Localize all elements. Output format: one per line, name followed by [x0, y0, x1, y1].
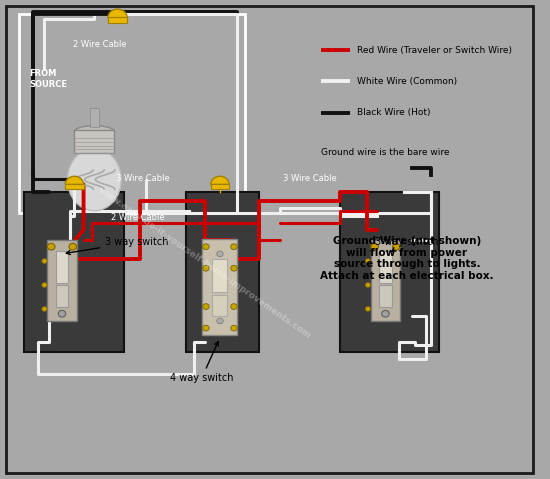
- Circle shape: [42, 259, 47, 263]
- Circle shape: [42, 283, 47, 287]
- Text: 4 way switch: 4 way switch: [170, 342, 233, 383]
- Bar: [56, 285, 68, 307]
- Text: 2 Wire Cable: 2 Wire Cable: [73, 40, 126, 48]
- Circle shape: [365, 307, 371, 311]
- Text: Black Wire (Hot): Black Wire (Hot): [357, 108, 430, 117]
- Wedge shape: [65, 176, 84, 184]
- Bar: [339, 192, 439, 352]
- Bar: [212, 259, 228, 292]
- Bar: [371, 240, 400, 321]
- Text: FROM
SOURCE: FROM SOURCE: [30, 69, 68, 89]
- Bar: [19, 14, 245, 213]
- Circle shape: [230, 265, 237, 271]
- Bar: [56, 251, 68, 283]
- Text: 3 way switch: 3 way switch: [66, 237, 169, 254]
- Circle shape: [203, 244, 209, 250]
- Bar: [379, 251, 392, 283]
- Bar: [211, 184, 229, 189]
- Circle shape: [371, 243, 378, 250]
- Circle shape: [382, 310, 389, 317]
- Circle shape: [42, 307, 47, 311]
- Circle shape: [217, 318, 223, 324]
- Ellipse shape: [68, 148, 122, 211]
- Circle shape: [365, 283, 371, 287]
- Bar: [202, 240, 238, 335]
- Ellipse shape: [74, 125, 114, 138]
- Text: Ground wire is the bare wire: Ground wire is the bare wire: [321, 148, 449, 158]
- Text: 3 Wire Cable: 3 Wire Cable: [116, 174, 170, 183]
- Bar: [379, 285, 392, 307]
- Circle shape: [47, 243, 55, 250]
- Text: 3 Wire Cable: 3 Wire Cable: [283, 174, 337, 183]
- Bar: [74, 130, 114, 153]
- Circle shape: [69, 243, 76, 250]
- Bar: [47, 240, 77, 321]
- Circle shape: [393, 243, 400, 250]
- Bar: [24, 192, 124, 352]
- Circle shape: [217, 251, 223, 257]
- Circle shape: [230, 304, 237, 309]
- Circle shape: [203, 325, 209, 331]
- Bar: [90, 108, 98, 127]
- Circle shape: [230, 325, 237, 331]
- Bar: [212, 295, 228, 316]
- Circle shape: [365, 259, 371, 263]
- Text: 2 Wire Cable: 2 Wire Cable: [111, 214, 164, 222]
- Circle shape: [58, 310, 66, 317]
- Wedge shape: [108, 9, 127, 18]
- Circle shape: [203, 265, 209, 271]
- Circle shape: [230, 244, 237, 250]
- Circle shape: [203, 304, 209, 309]
- Text: 3 way switch: 3 way switch: [375, 237, 438, 251]
- Text: Ground Wire (not shown)
will flow from power
source through to lights.
Attach at: Ground Wire (not shown) will flow from p…: [320, 236, 494, 281]
- Bar: [186, 192, 258, 352]
- Text: Red Wire (Traveler or Switch Wire): Red Wire (Traveler or Switch Wire): [357, 46, 512, 55]
- Text: www.easy-do-it-yourself-home-improvements.com: www.easy-do-it-yourself-home-improvement…: [97, 186, 313, 341]
- Bar: [65, 184, 84, 189]
- Text: White Wire (Common): White Wire (Common): [357, 77, 457, 86]
- Wedge shape: [211, 176, 229, 184]
- Bar: [108, 17, 127, 23]
